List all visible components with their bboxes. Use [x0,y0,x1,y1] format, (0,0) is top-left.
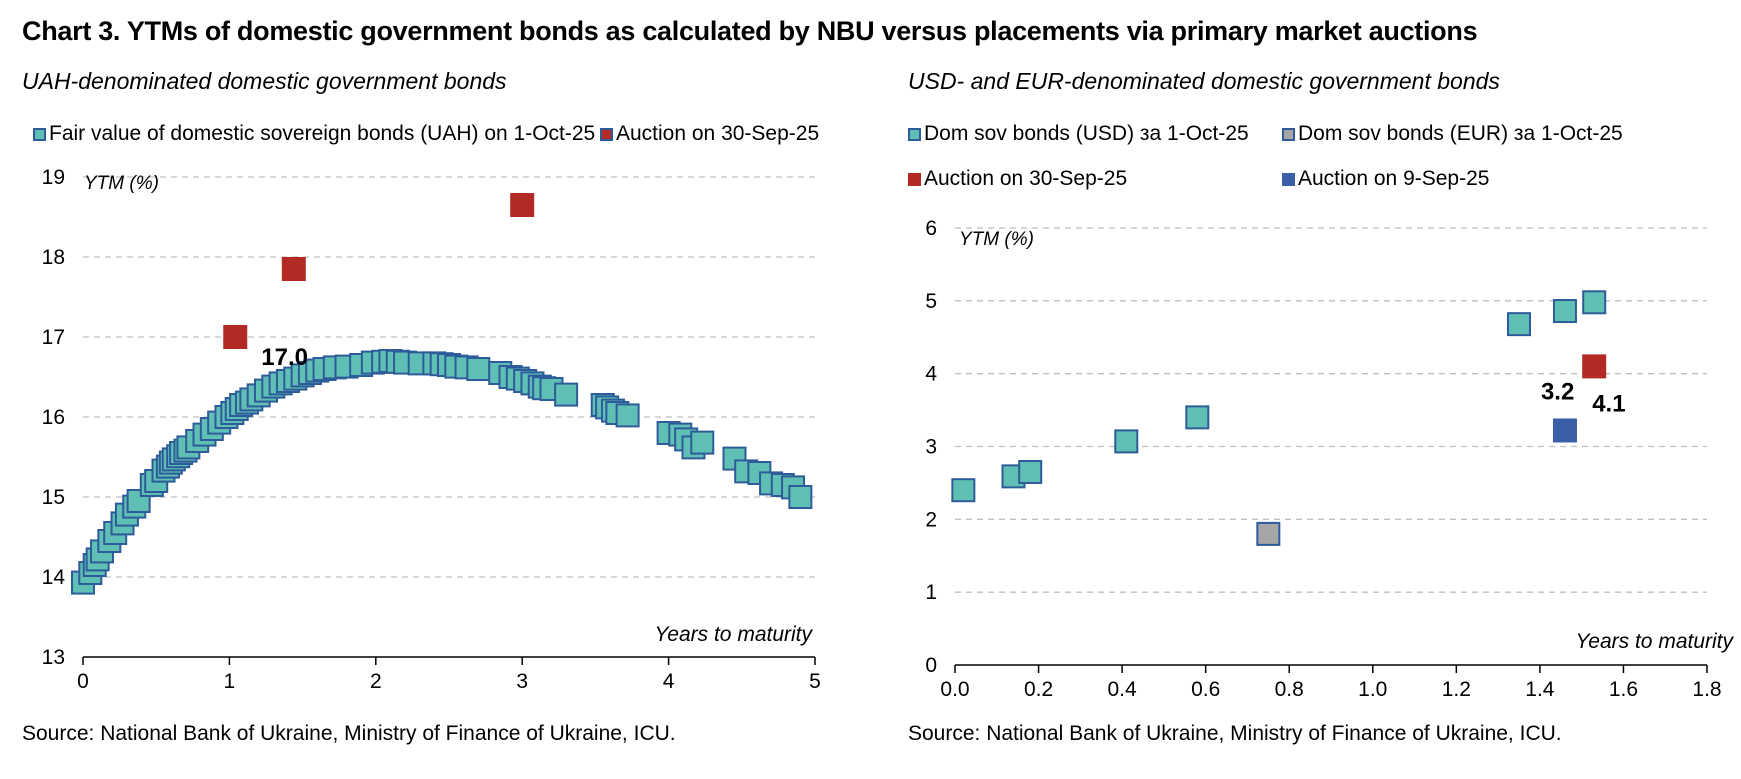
y-tick-label: 0 [925,654,937,677]
y-tick-label: 4 [925,363,937,386]
right-source-note: Source: National Bank of Ukraine, Minist… [908,722,1562,745]
data-point-fair-value [1114,429,1139,454]
data-point-fair-value [1552,299,1577,324]
x-axis-label: Years to maturity [1575,630,1734,653]
x-tick-label: 0 [77,670,89,693]
chart-main-title: Chart 3. YTMs of domestic government bon… [22,16,1478,46]
legend-marker-uah-fair-value [33,127,46,141]
data-point-fair-value [1018,459,1043,484]
y-axis-label: YTM (%) [84,173,159,194]
x-tick-label: 2 [370,670,382,693]
data-point-fair-value [1582,290,1607,315]
legend-item-uah-fair-value: Fair value of domestic sovereign bonds (… [33,122,595,146]
y-tick-label: 17 [42,326,65,349]
left-chart: 13 14 15 16 17 18 19 0 1 2 3 4 5 YTM (%) Years to matu… [42,166,821,693]
legend-item-auction-9-sep: Auction on 9-Sep-25 [1282,167,1489,191]
data-point-fair-value [466,357,491,381]
y-tick-label: 14 [42,566,66,589]
x-tick-label: 5 [809,670,821,693]
legend-marker-auction-30-sep [908,172,921,186]
x-tick-label: 4 [663,670,675,693]
legend-marker-usd-bonds [908,127,921,141]
left-chart-subtitle: UAH-denominated domestic government bond… [22,68,507,94]
y-axis-label: YTM (%) [959,229,1034,250]
y-tick-label: 1 [925,581,937,604]
x-tick-label: 3 [516,670,528,693]
data-point-auction-red [510,193,535,217]
y-tick-label: 15 [42,486,65,509]
x-tick-label: 1.0 [1358,678,1387,701]
y-tick-label: 19 [42,166,65,189]
x-tick-label: 0.6 [1191,678,1220,701]
legend-label-uah-fair-value: Fair value of domestic sovereign bonds (… [49,122,596,145]
x-tick-label: 1.2 [1442,678,1471,701]
legend-label-uah-auction: Auction on 30-Sep-25 [616,122,820,145]
data-point-fair-value [1507,312,1531,337]
x-tick-label: 0.8 [1275,678,1304,701]
legend-marker-auction-9-sep [1282,172,1295,186]
y-tick-label: 5 [925,290,937,313]
data-point-fair-value [554,382,579,407]
data-point-fair-value [615,403,640,428]
legend-marker-eur-bonds [1282,127,1295,141]
data-point-fair-value [788,485,813,509]
y-tick-label: 13 [42,646,65,669]
y-tick-label: 16 [42,406,65,429]
x-axis-label: Years to maturity [654,623,813,646]
legend-marker-uah-auction [600,127,613,141]
data-label: 4.1 [1592,390,1625,417]
left-source-note: Source: National Bank of Ukraine, Minist… [22,722,676,745]
x-tick-label: 1.6 [1609,678,1638,701]
legend-item-auction-30-sep: Auction on 30-Sep-25 [908,167,1127,191]
data-point-fair-value [690,430,715,455]
data-point-fair-value [951,478,976,503]
data-label: 3.2 [1541,378,1574,405]
data-point-auction-red [1582,354,1607,379]
x-tick-label: 1 [224,670,236,693]
x-tick-label: 0.0 [940,678,969,701]
x-tick-label: 1.4 [1525,678,1555,701]
y-tick-label: 2 [925,508,937,531]
y-tick-label: 3 [925,436,937,459]
legend-label-auction-9-sep: Auction on 9-Sep-25 [1298,167,1490,190]
right-chart-subtitle: USD- and EUR-denominated domestic govern… [908,68,1500,94]
legend-label-eur-bonds: Dom sov bonds (EUR) за 1-Oct-25 [1298,122,1623,145]
data-point-auction-red [281,257,306,281]
data-point-auction-red [223,325,248,349]
x-tick-label: 1.8 [1692,678,1721,701]
y-tick-label: 6 [925,217,937,240]
legend-item-uah-auction: Auction on 30-Sep-25 [600,122,819,146]
data-point-eur-gray [1256,521,1281,546]
legend-label-auction-30-sep: Auction on 30-Sep-25 [924,167,1128,190]
legend-item-usd-bonds: Dom sov bonds (USD) за 1-Oct-25 [908,122,1249,146]
data-label: 17.0 [261,344,308,371]
legend-label-usd-bonds: Dom sov bonds (USD) за 1-Oct-25 [924,122,1249,145]
legend-item-eur-bonds: Dom sov bonds (EUR) за 1-Oct-25 [1282,122,1623,146]
x-tick-label: 0.4 [1108,678,1138,701]
right-chart: 0 1 2 3 4 5 6 0.0 0.2 0.4 0.6 0.8 1.0 1.2 1.4 1.6 1.8 YTM… [925,217,1734,701]
data-point-auction-blue [1552,418,1577,443]
y-tick-label: 18 [42,246,65,269]
data-point-fair-value [1185,405,1210,430]
x-tick-label: 0.2 [1024,678,1053,701]
